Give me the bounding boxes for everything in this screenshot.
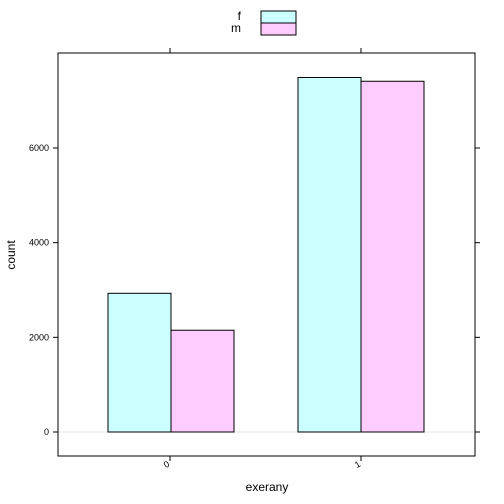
y-axis-label: count <box>4 240 18 270</box>
bar-m-1 <box>361 81 424 432</box>
y-tick-label-4000: 4000 <box>29 238 49 248</box>
legend-label-m: m <box>231 21 241 35</box>
bar-m-0 <box>171 330 234 432</box>
legend: fm <box>231 9 296 35</box>
y-tick-label-0: 0 <box>44 427 49 437</box>
y-tick-label-2000: 2000 <box>29 332 49 342</box>
y-tick-label-6000: 6000 <box>29 143 49 153</box>
bar-f-0 <box>108 293 171 432</box>
bars <box>108 77 424 432</box>
bar-f-1 <box>298 77 361 432</box>
legend-swatch-f <box>261 11 296 23</box>
legend-swatch-m <box>261 23 296 35</box>
x-axis-label: exerany <box>246 480 289 494</box>
